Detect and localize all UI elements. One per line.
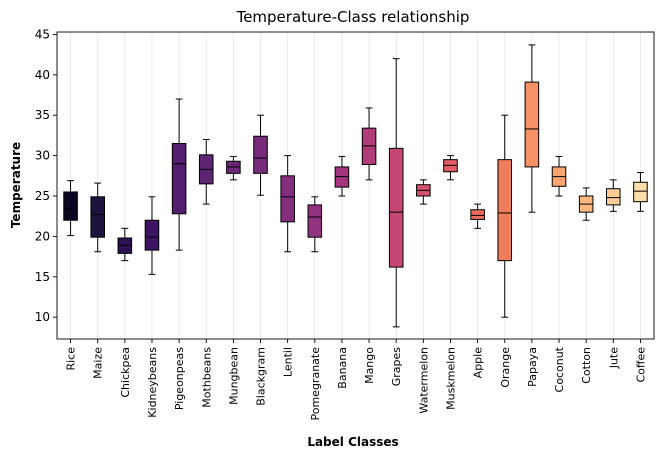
x-tick-label: Maize [92,347,105,379]
x-axis-ticks: Rice Maize Chickpea Kidneybeans Pigeonpeas Mo… [65,339,647,421]
x-tick-label: Orange [499,347,512,388]
y-tick-label: 10 [35,310,50,324]
y-tick-label: 30 [35,149,50,163]
x-tick-label: Mothbeans [200,347,213,408]
y-axis-ticks: 10 15 20 25 30 35 40 45 [35,27,57,324]
box-watermelon [416,179,431,205]
box-plots [63,44,648,328]
box-grapes [388,58,404,328]
x-tick-label: Banana [336,347,349,389]
x-tick-label: Muskmelon [444,347,457,410]
x-tick-label: Apple [472,347,485,379]
y-tick-label: 35 [35,108,50,122]
box-blackgram [253,114,268,196]
box-maize [90,182,105,253]
box-apple [470,203,485,229]
x-tick-label: Lentil [282,347,295,377]
box-rice [63,180,78,237]
iqr-box [253,135,268,174]
x-tick-label: Blackgram [255,347,268,406]
x-tick-label: Watermelon [417,347,430,414]
box-coffee [633,172,648,212]
iqr-box [144,219,160,251]
chart-title: Temperature-Class relationship [236,8,470,26]
x-tick-label: Pigeonpeas [173,347,186,410]
y-tick-label: 25 [35,189,50,203]
box-mothbeans [198,138,214,205]
box-coconut [551,155,567,197]
iqr-box [388,147,404,268]
box-mango [361,107,377,181]
iqr-box [171,142,187,215]
x-tick-label: Mango [363,347,376,384]
x-tick-label: Pomegranate [309,347,322,421]
box-banana [334,155,350,197]
y-tick-label: 45 [35,27,50,41]
box-orange [497,114,513,318]
box-kidneybeans [144,196,160,275]
iqr-box [280,175,295,223]
y-tick-label: 20 [35,229,50,243]
iqr-box [63,191,78,221]
x-tick-label: Chickpea [119,347,132,398]
x-tick-label: Cotton [580,347,593,384]
box-muskmelon [443,155,458,181]
x-tick-label: Papaya [526,347,539,387]
x-tick-label: Mungbean [227,347,240,405]
box-jute [606,179,621,212]
box-papaya [524,44,540,213]
box-cotton [578,187,594,221]
iqr-box [497,159,513,262]
box-pomegranate [307,196,323,253]
iqr-box [90,196,105,238]
iqr-box [524,81,540,168]
iqr-box [633,181,648,203]
box-mungbean [226,155,241,181]
plot-area-frame [56,31,655,340]
x-axis-label: Label Classes [307,435,398,449]
x-tick-label: Coconut [553,346,566,392]
x-tick-label: Jute [607,347,620,370]
y-tick-label: 15 [35,270,50,284]
iqr-box [606,188,621,206]
x-tick-label: Kidneybeans [146,347,159,418]
x-tick-label: Grapes [390,347,403,387]
iqr-box [307,204,323,238]
box-chickpea [117,227,133,262]
box-lentil [280,155,295,253]
y-tick-label: 40 [35,68,50,82]
y-axis-label: Temperature [9,142,23,228]
x-tick-label: Coffee [634,347,647,383]
box-pigeonpeas [171,98,187,251]
x-tick-label: Rice [65,347,78,371]
iqr-box [470,209,485,220]
